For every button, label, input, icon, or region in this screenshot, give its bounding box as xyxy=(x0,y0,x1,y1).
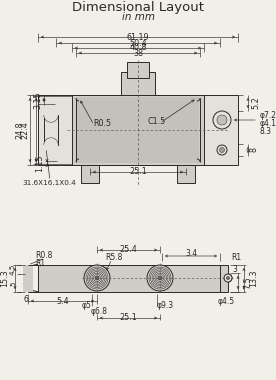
Circle shape xyxy=(213,111,231,129)
Text: Dimensional Layout: Dimensional Layout xyxy=(72,2,204,14)
Circle shape xyxy=(158,276,162,280)
Text: R5.8: R5.8 xyxy=(105,252,122,261)
Circle shape xyxy=(219,147,224,152)
Text: φ9.3: φ9.3 xyxy=(156,301,174,310)
Text: 22.4: 22.4 xyxy=(20,121,30,139)
Text: 40.8: 40.8 xyxy=(129,43,147,52)
Circle shape xyxy=(147,265,173,291)
Circle shape xyxy=(227,277,230,280)
Bar xyxy=(220,265,228,292)
Text: 8.3: 8.3 xyxy=(260,127,272,136)
Text: 31.6X16.1X0.4: 31.6X16.1X0.4 xyxy=(22,180,76,186)
Text: 1.15: 1.15 xyxy=(36,154,44,172)
Text: R0.5: R0.5 xyxy=(93,119,111,128)
Text: 50.4: 50.4 xyxy=(129,38,147,48)
Bar xyxy=(23,265,33,292)
Text: φ5: φ5 xyxy=(82,301,92,310)
Text: 3: 3 xyxy=(232,266,237,274)
Text: 8: 8 xyxy=(250,147,259,152)
Bar xyxy=(38,95,238,165)
Text: φ4.5: φ4.5 xyxy=(217,298,235,307)
Text: 61.19: 61.19 xyxy=(127,33,149,41)
Text: 5.4: 5.4 xyxy=(56,296,69,306)
Circle shape xyxy=(95,276,99,280)
Text: 25.1: 25.1 xyxy=(129,168,147,176)
Text: R1: R1 xyxy=(231,252,241,261)
Text: C1.5: C1.5 xyxy=(148,117,166,125)
Bar xyxy=(77,97,199,163)
Circle shape xyxy=(224,274,232,282)
Bar xyxy=(38,265,220,292)
Circle shape xyxy=(217,145,227,155)
Text: 3.15: 3.15 xyxy=(33,91,43,109)
Bar xyxy=(72,95,204,165)
Text: in mm: in mm xyxy=(121,12,155,22)
Text: φ4.1: φ4.1 xyxy=(260,119,276,128)
Text: 7.5: 7.5 xyxy=(243,276,253,289)
Bar xyxy=(177,165,195,183)
Text: 4.5: 4.5 xyxy=(10,264,16,276)
Text: R1: R1 xyxy=(35,258,45,268)
Circle shape xyxy=(44,138,58,152)
Text: φ7.2: φ7.2 xyxy=(260,111,276,119)
Bar xyxy=(81,165,99,183)
Text: φ6.8: φ6.8 xyxy=(91,307,107,317)
Text: 38: 38 xyxy=(133,49,143,57)
Text: 24.8: 24.8 xyxy=(15,121,25,139)
Text: 25.1: 25.1 xyxy=(120,314,137,323)
Text: 3.4: 3.4 xyxy=(185,250,197,258)
Text: 25.4: 25.4 xyxy=(120,245,137,255)
Bar xyxy=(127,62,149,78)
Text: R0.8: R0.8 xyxy=(35,252,52,261)
Text: 5.2: 5.2 xyxy=(251,97,261,109)
Circle shape xyxy=(217,115,227,125)
Text: 5: 5 xyxy=(10,281,16,285)
Bar xyxy=(44,115,58,145)
Bar xyxy=(121,72,155,95)
Text: 6: 6 xyxy=(23,294,28,304)
Text: 15.3: 15.3 xyxy=(1,270,9,287)
Circle shape xyxy=(84,265,110,291)
Bar xyxy=(38,265,220,292)
Circle shape xyxy=(44,108,58,122)
Text: 13.3: 13.3 xyxy=(250,270,259,287)
